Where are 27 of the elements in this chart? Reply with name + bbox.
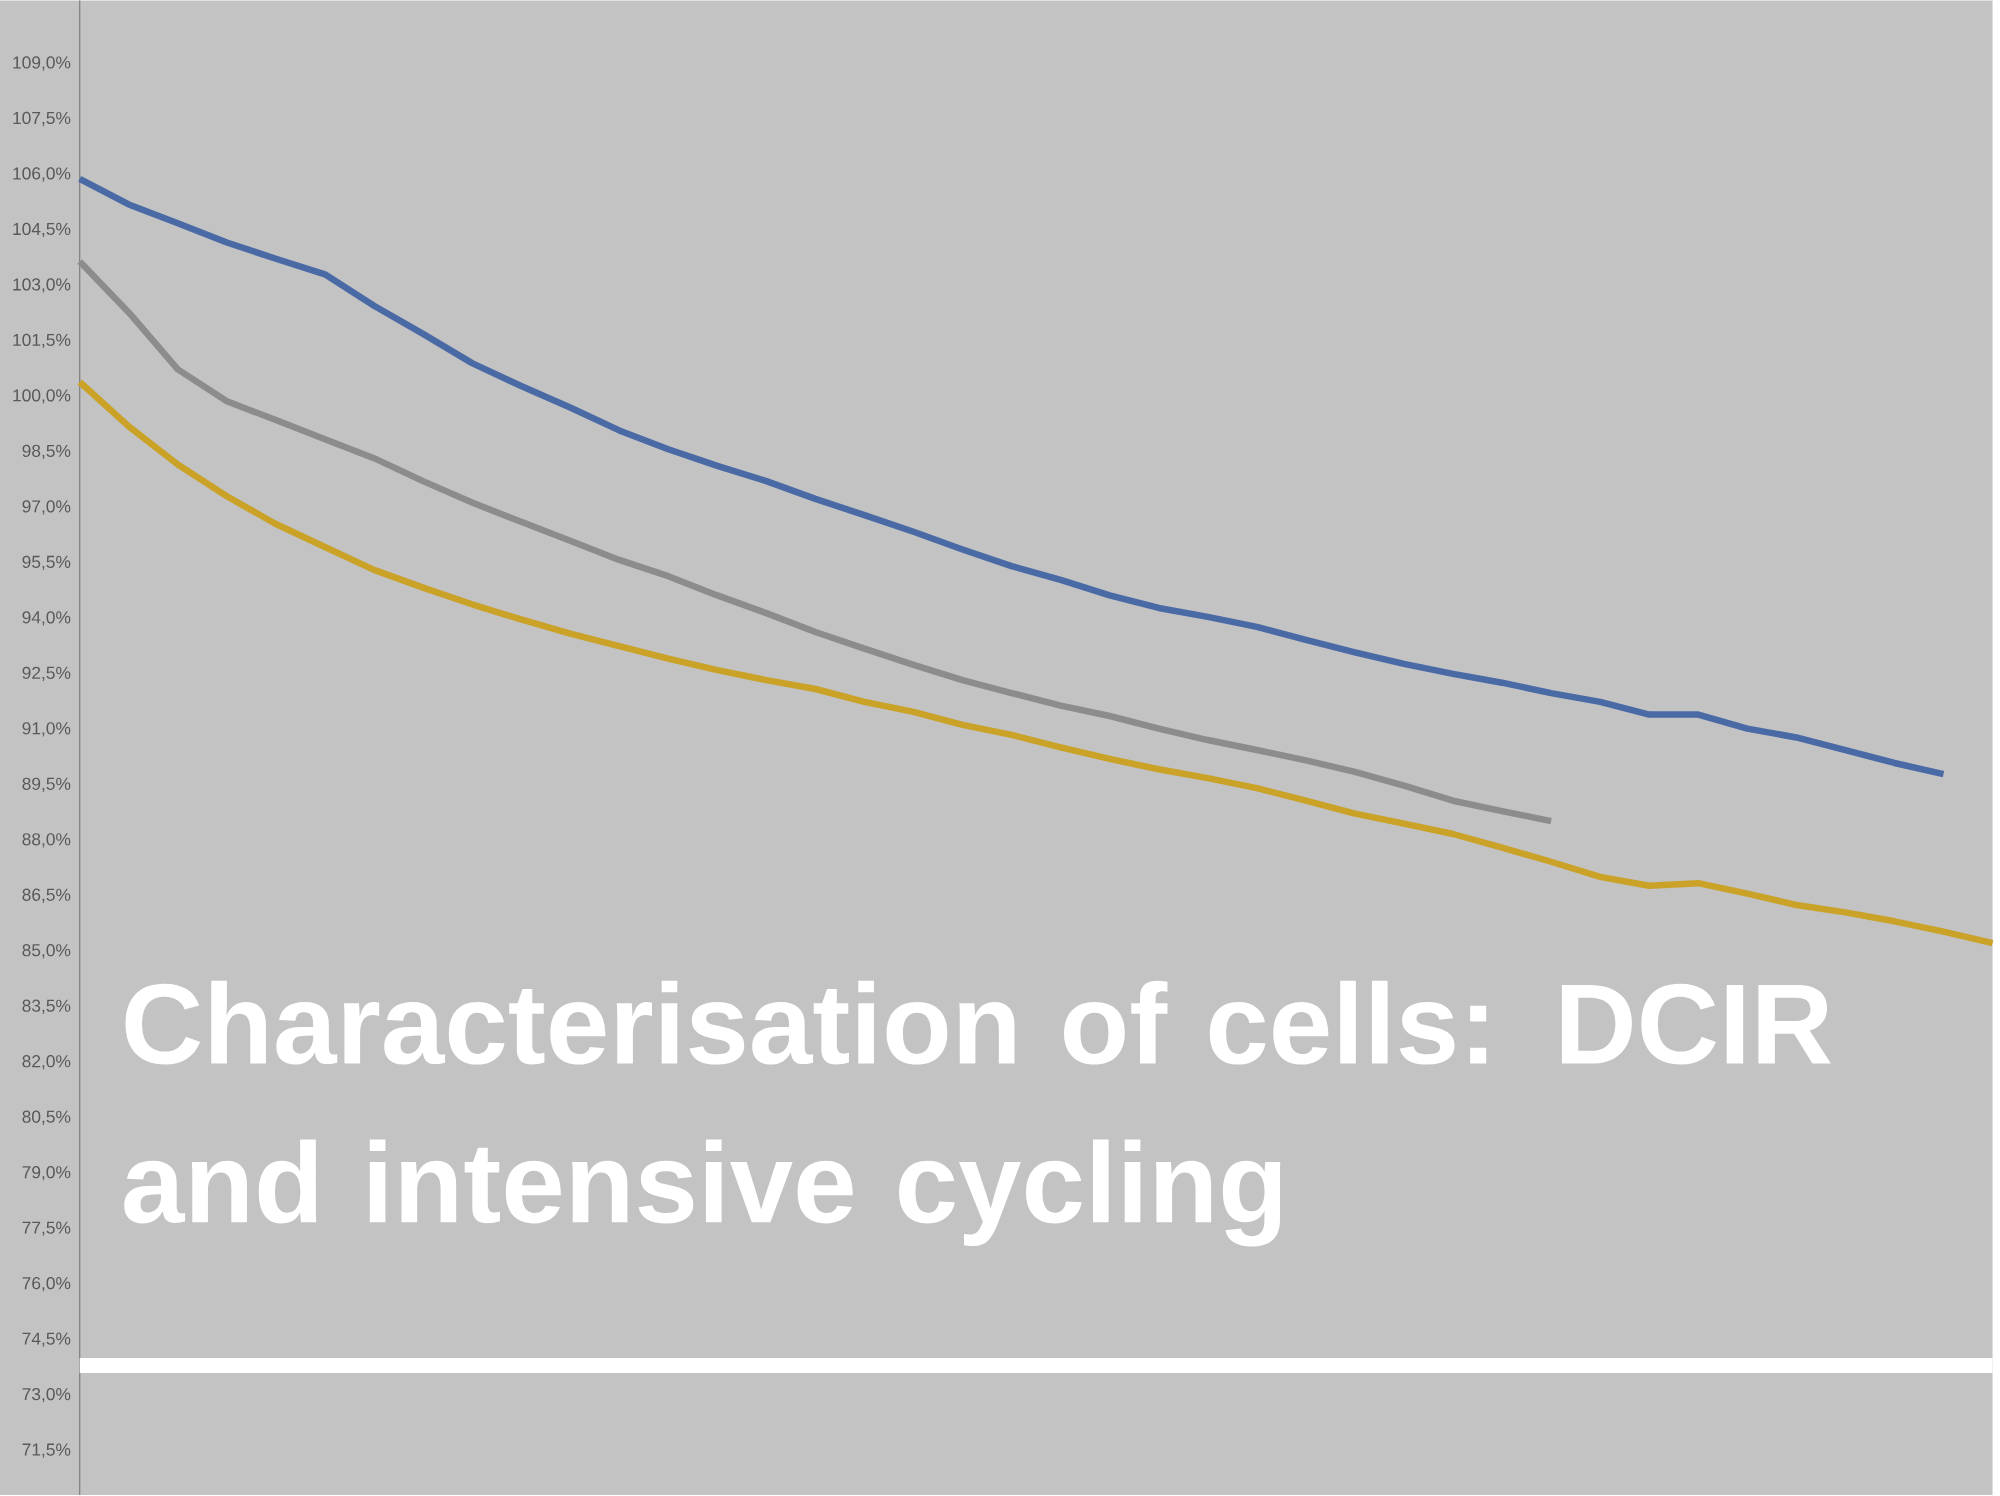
y-tick-label: 80,5% xyxy=(22,1110,71,1126)
y-tick-label: 83,5% xyxy=(22,999,71,1015)
y-tick-label: 79,0% xyxy=(22,1166,71,1181)
y-tick-label: 74,5% xyxy=(22,1332,71,1347)
y-tick-label: 107,5% xyxy=(13,111,71,127)
y-tick-label: 104,5% xyxy=(13,222,71,238)
y-tick-label: 97,0% xyxy=(22,500,71,515)
y-tick-label: 91,0% xyxy=(22,722,71,737)
y-tick-label: 100,0% xyxy=(13,389,71,404)
y-tick-label: 98,5% xyxy=(22,444,71,460)
y-tick-label: 71,5% xyxy=(22,1443,71,1458)
y-tick-label: 94,0% xyxy=(22,611,71,626)
y-tick-label: 77,5% xyxy=(22,1221,71,1236)
y-tick-label: 103,0% xyxy=(13,278,71,293)
y-tick-label: 88,0% xyxy=(22,833,71,848)
y-tick-label: 73,0% xyxy=(22,1388,71,1403)
y-tick-label: 82,0% xyxy=(22,1055,71,1070)
y-tick-label: 89,5% xyxy=(22,777,71,793)
y-tick-label: 86,5% xyxy=(22,888,71,904)
y-tick-label: 95,5% xyxy=(22,555,71,571)
y-tick-label: 106,0% xyxy=(13,167,71,182)
text: Characterisation of cells: DCIR and intensive cycling xyxy=(124,980,1831,1247)
y-tick-label: 109,0% xyxy=(13,56,71,71)
y-tick-label: 76,0% xyxy=(22,1277,71,1292)
y-tick-label: 101,5% xyxy=(13,333,71,349)
y-tick-label: 92,5% xyxy=(22,666,71,682)
y-tick-label: 85,0% xyxy=(22,944,71,959)
